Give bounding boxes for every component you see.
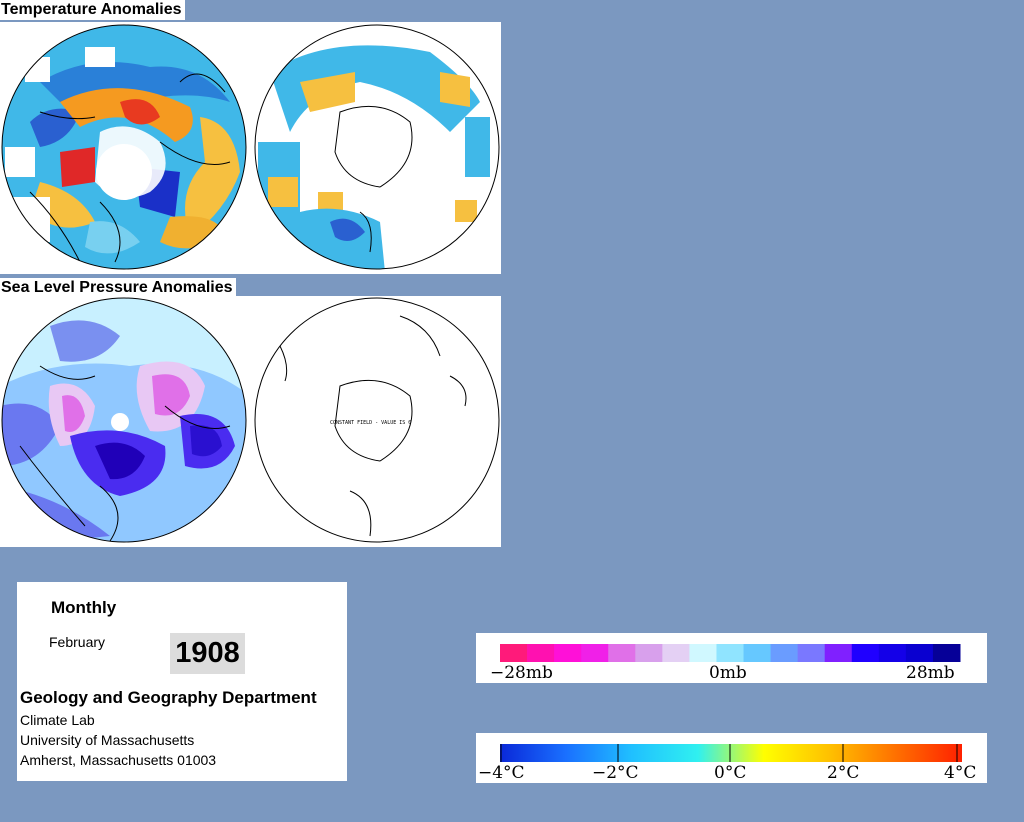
pressure-label-zero: 0mb	[709, 663, 747, 683]
temperature-label-2: 2°C	[827, 763, 859, 783]
temperature-label-neg4: −4°C	[478, 763, 525, 783]
pressure-color-legend: −28mb 0mb 28mb	[476, 633, 987, 683]
temperature-color-legend: −4°C −2°C 0°C 2°C 4°C	[476, 733, 987, 783]
pressure-label-max: 28mb	[906, 663, 955, 683]
department-label: Geology and Geography Department	[20, 688, 317, 707]
temperature-color-bar	[500, 744, 962, 762]
northern-hemisphere-temperature-map	[2, 25, 246, 269]
pressure-swatch	[608, 644, 636, 662]
pressure-swatch	[878, 644, 907, 662]
university-label: University of Massachusetts	[20, 732, 195, 748]
southern-hemisphere-pressure-map: CONSTANT FIELD - VALUE IS 0	[254, 297, 500, 543]
frequency-label: Monthly	[51, 598, 117, 617]
pressure-swatch	[716, 644, 745, 662]
pressure-swatch	[905, 644, 934, 662]
year-label: 1908	[170, 633, 245, 674]
northern-hemisphere-pressure-map	[2, 298, 246, 542]
lab-label: Climate Lab	[20, 712, 95, 728]
pressure-swatch	[554, 644, 582, 662]
pressure-swatch	[635, 644, 663, 662]
address-label: Amherst, Massachusetts 01003	[20, 752, 217, 768]
constant-field-note: CONSTANT FIELD - VALUE IS 0	[330, 420, 411, 426]
temperature-label-0: 0°C	[714, 763, 746, 783]
info-box: Monthly February 1908 Geology and Geogra…	[17, 582, 347, 781]
sea-level-pressure-anomalies-title: Sea Level Pressure Anomalies	[0, 278, 236, 298]
temperature-label-4: 4°C	[944, 763, 976, 783]
pressure-swatch	[581, 644, 609, 662]
pressure-swatch	[932, 644, 961, 662]
pressure-swatch	[770, 644, 799, 662]
pressure-swatch	[500, 644, 528, 662]
temperature-anomalies-panel	[0, 22, 501, 274]
pressure-swatch	[527, 644, 555, 662]
southern-hemisphere-temperature-map	[255, 25, 499, 269]
pressure-swatch	[689, 644, 717, 662]
pressure-swatch	[743, 644, 772, 662]
pressure-label-min: −28mb	[490, 663, 553, 683]
pressure-swatch	[851, 644, 880, 662]
sea-level-pressure-anomalies-panel: CONSTANT FIELD - VALUE IS 0	[0, 296, 501, 547]
temperature-anomalies-title: Temperature Anomalies	[0, 0, 185, 20]
pressure-swatch	[662, 644, 690, 662]
pressure-color-bar	[500, 644, 961, 662]
pressure-swatch	[797, 644, 826, 662]
temperature-label-neg2: −2°C	[592, 763, 639, 783]
pressure-swatch	[824, 644, 853, 662]
month-label: February	[49, 634, 106, 650]
